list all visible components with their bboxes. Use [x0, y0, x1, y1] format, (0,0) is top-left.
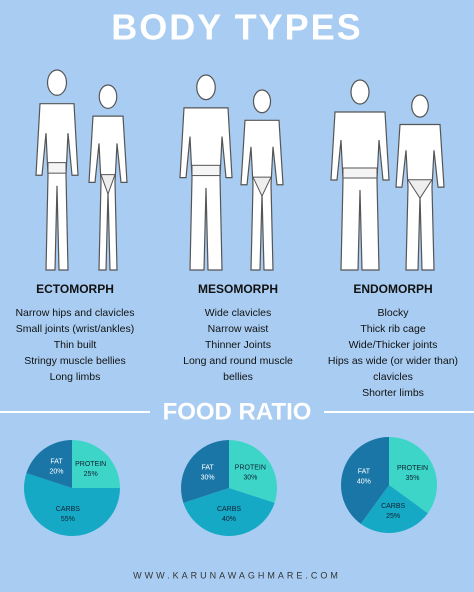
- trait: Stringy muscle bellies: [24, 355, 126, 367]
- head: [98, 84, 118, 109]
- slice-label: FAT: [358, 469, 371, 476]
- pie-slice: [72, 440, 120, 488]
- slice-value-label: 30%: [201, 474, 215, 481]
- body: [330, 111, 390, 271]
- female-figure: [88, 84, 128, 271]
- swimsuit: [100, 174, 116, 196]
- slice-label: CARBS: [217, 506, 241, 513]
- body: [35, 103, 79, 271]
- pie-slice: [183, 488, 275, 537]
- slice-value-label: 35%: [406, 475, 420, 482]
- pie-slice: [26, 440, 72, 488]
- slice-value-label: 40%: [357, 479, 371, 486]
- body: [395, 123, 445, 271]
- trait: Small joints (wrist/ankles): [16, 323, 134, 335]
- slice-label: PROTEIN: [75, 461, 106, 468]
- body-type-name: ECTOMORPH: [36, 282, 114, 296]
- figures: [35, 69, 445, 271]
- shorts: [342, 167, 378, 179]
- body-type-name: ENDOMORPH: [353, 282, 432, 296]
- male-figure: [330, 79, 390, 271]
- trait: Narrow waist: [208, 323, 269, 335]
- title: BODY TYPES: [111, 7, 362, 48]
- trait: Wide/Thicker joints: [349, 339, 438, 351]
- head: [411, 94, 429, 118]
- shorts: [47, 162, 67, 174]
- pie-slice: [181, 440, 229, 503]
- head: [46, 69, 68, 96]
- swimsuit: [252, 176, 272, 198]
- male-figure: [35, 69, 79, 271]
- slice-label: FAT: [201, 464, 214, 471]
- shorts: [191, 164, 221, 177]
- pie-slice: [389, 437, 438, 514]
- trait: Long limbs: [50, 371, 101, 383]
- slice-label: PROTEIN: [235, 464, 266, 471]
- slice-value-label: 20%: [49, 468, 63, 475]
- pie-slice: [23, 473, 120, 536]
- slice-value-label: 25%: [386, 513, 400, 520]
- body: [240, 119, 284, 271]
- body: [88, 115, 128, 271]
- head: [252, 89, 272, 114]
- trait: Thinner Joints: [205, 339, 271, 351]
- male-figure: [179, 74, 233, 271]
- trait: Thick rib cage: [360, 323, 426, 335]
- slice-label: FAT: [50, 458, 63, 465]
- slice-label: CARBS: [381, 503, 405, 510]
- swimsuit: [407, 179, 433, 200]
- slice-value-label: 30%: [243, 474, 257, 481]
- pie-slice: [360, 485, 428, 534]
- section-title: FOOD RATIO: [163, 398, 312, 425]
- pie-slice: [340, 437, 389, 524]
- trait: bellies: [223, 371, 253, 383]
- trait: Blocky: [378, 307, 410, 319]
- trait: clavicles: [373, 371, 413, 383]
- trait: Hips as wide (or wider than): [328, 355, 458, 367]
- trait: Long and round muscle: [183, 355, 293, 367]
- trait: Shorter limbs: [362, 387, 424, 399]
- body-type-name: MESOMORPH: [198, 282, 278, 296]
- slice-value-label: 40%: [222, 516, 236, 523]
- slice-label: PROTEIN: [397, 465, 428, 472]
- slice-label: CARBS: [56, 506, 80, 513]
- footer: WWW.KARUNAWAGHMARE.COM: [133, 570, 341, 580]
- head: [196, 74, 216, 101]
- trait: Wide clavicles: [205, 307, 272, 319]
- head: [350, 79, 370, 105]
- pie-slice: [229, 440, 277, 503]
- trait: Narrow hips and clavicles: [15, 307, 134, 319]
- female-figure: [240, 89, 284, 271]
- slice-value-label: 25%: [84, 471, 98, 478]
- female-figure: [395, 94, 445, 271]
- body: [179, 107, 233, 271]
- trait: Thin built: [54, 339, 97, 351]
- slice-value-label: 55%: [61, 516, 75, 523]
